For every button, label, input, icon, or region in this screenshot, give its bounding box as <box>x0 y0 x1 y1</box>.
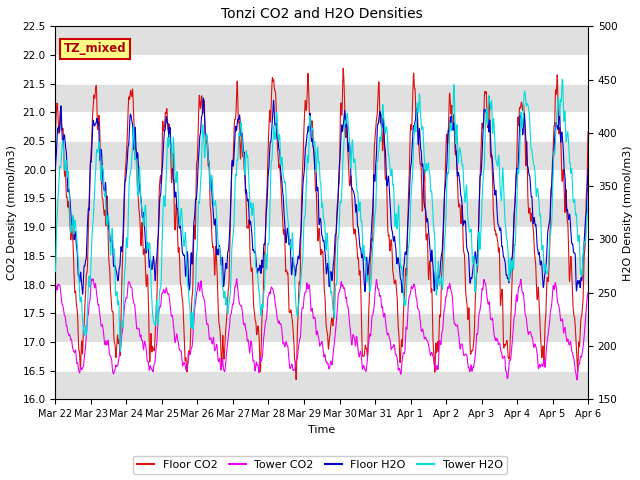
Title: Tonzi CO2 and H2O Densities: Tonzi CO2 and H2O Densities <box>221 7 422 21</box>
Legend: Floor CO2, Tower CO2, Floor H2O, Tower H2O: Floor CO2, Tower CO2, Floor H2O, Tower H… <box>133 456 507 474</box>
Y-axis label: CO2 Density (mmol/m3): CO2 Density (mmol/m3) <box>7 145 17 280</box>
Bar <box>56 198 588 227</box>
Bar <box>56 313 588 342</box>
Bar <box>56 84 588 112</box>
Bar <box>56 256 588 285</box>
Bar <box>56 26 588 55</box>
Text: TZ_mixed: TZ_mixed <box>63 42 126 55</box>
Bar <box>56 371 588 399</box>
Y-axis label: H2O Density (mmol/m3): H2O Density (mmol/m3) <box>623 145 633 281</box>
X-axis label: Time: Time <box>308 425 335 435</box>
Bar <box>56 141 588 170</box>
